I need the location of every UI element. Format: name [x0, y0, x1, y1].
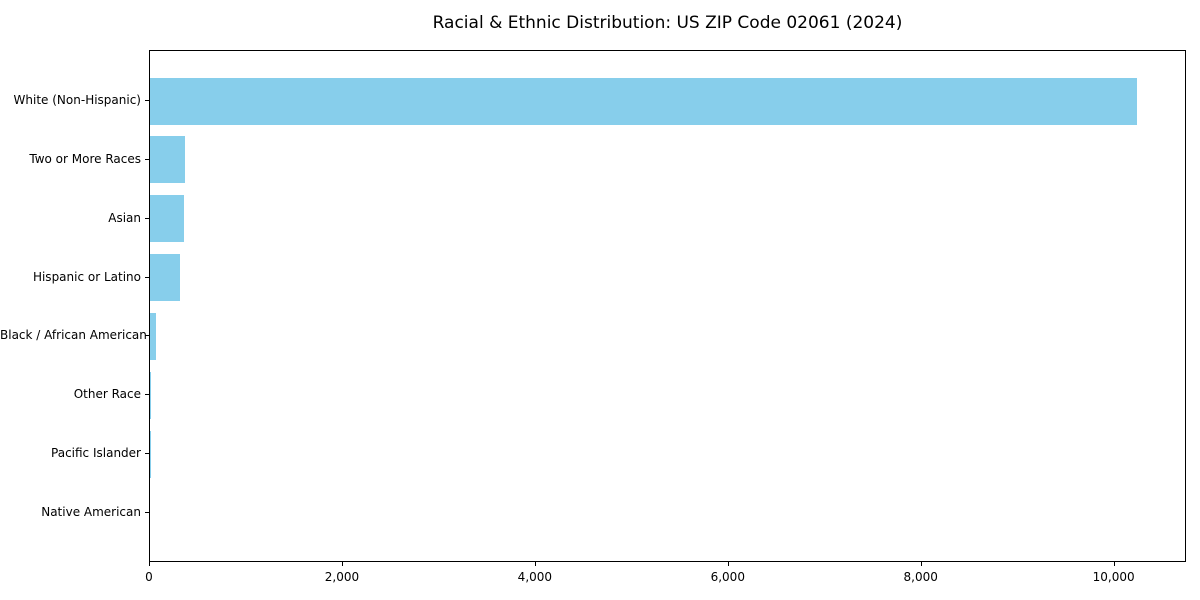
- y-axis-label: Pacific Islander: [51, 446, 141, 461]
- y-axis-label: Two or More Races: [29, 151, 141, 166]
- bar: [150, 195, 185, 243]
- x-axis-label: 4,000: [517, 570, 553, 584]
- x-axis-tick: [920, 562, 922, 566]
- y-axis-tick: [145, 511, 149, 513]
- y-axis-label: White (Non-Hispanic): [13, 93, 141, 108]
- bar: [150, 136, 186, 184]
- y-axis-label: Native American: [41, 504, 141, 519]
- bar: [150, 77, 1137, 125]
- x-axis-tick: [534, 562, 536, 566]
- y-axis-tick: [145, 217, 149, 219]
- y-axis-tick: [145, 394, 149, 396]
- bar: [150, 312, 156, 360]
- y-axis-tick: [145, 158, 149, 160]
- x-axis-label: 10,000: [1092, 570, 1135, 584]
- y-axis-tick: [145, 276, 149, 278]
- x-axis-tick: [341, 562, 343, 566]
- x-axis-label: 0: [145, 570, 153, 584]
- x-axis-tick: [149, 562, 150, 566]
- y-axis-label: Asian: [108, 210, 141, 225]
- x-axis-label: 6,000: [710, 570, 745, 584]
- x-axis-label: 8,000: [903, 570, 938, 584]
- y-axis-tick: [145, 335, 149, 337]
- x-axis-tick: [727, 562, 729, 566]
- x-axis-tick: [1113, 562, 1115, 566]
- y-axis-label: Other Race: [73, 387, 141, 402]
- bar: [150, 254, 181, 302]
- x-axis-label: 2,000: [324, 570, 360, 584]
- y-axis-tick: [145, 453, 149, 455]
- bar: [150, 371, 151, 419]
- y-axis-label: Hispanic or Latino: [32, 269, 141, 284]
- plot-area: [149, 50, 1186, 562]
- y-axis-label: Black / African American: [0, 328, 147, 343]
- chart-title: Racial & Ethnic Distribution: US ZIP Cod…: [432, 13, 903, 33]
- y-axis-tick: [145, 100, 149, 102]
